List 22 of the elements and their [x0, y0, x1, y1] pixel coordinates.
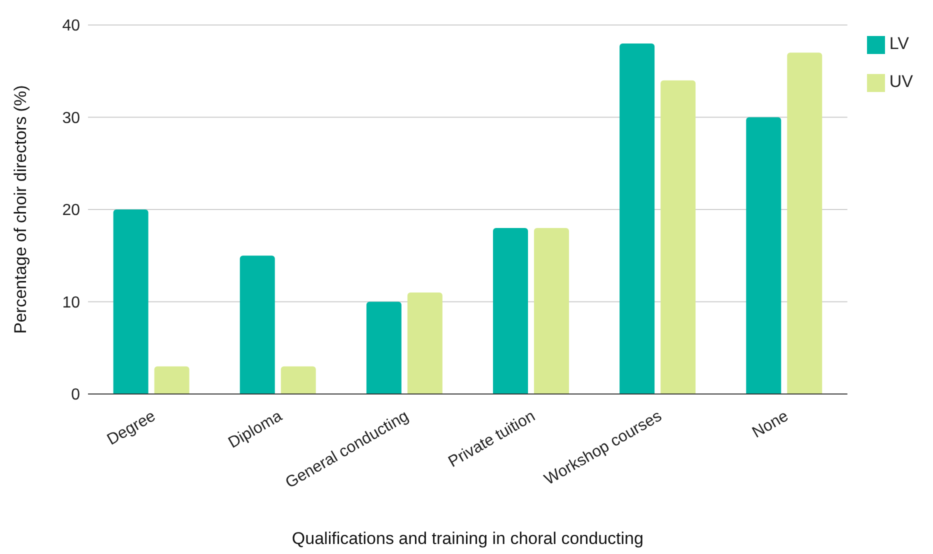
- bar: [240, 256, 275, 394]
- bar: [113, 210, 148, 394]
- y-axis-title: Percentage of choir directors (%): [11, 85, 30, 334]
- legend-label: LV: [889, 34, 909, 53]
- bar: [493, 228, 528, 394]
- y-tick-label: 30: [62, 110, 80, 127]
- bar: [660, 80, 696, 394]
- legend-label: UV: [889, 72, 913, 91]
- bar: [787, 52, 822, 394]
- x-tick-label: None: [750, 408, 792, 442]
- bar: [280, 366, 316, 394]
- y-tick-label: 20: [62, 202, 80, 220]
- x-axis-title: Qualifications and training in choral conducting: [292, 529, 644, 548]
- bar: [366, 302, 402, 394]
- y-tick-label: 10: [62, 294, 80, 312]
- bar: [534, 228, 569, 394]
- y-tick-label: 0: [71, 386, 80, 404]
- bar: [746, 117, 782, 394]
- y-tick-label: 40: [62, 18, 80, 35]
- bar: [620, 43, 655, 394]
- bar: [407, 292, 442, 394]
- bar: [154, 366, 190, 394]
